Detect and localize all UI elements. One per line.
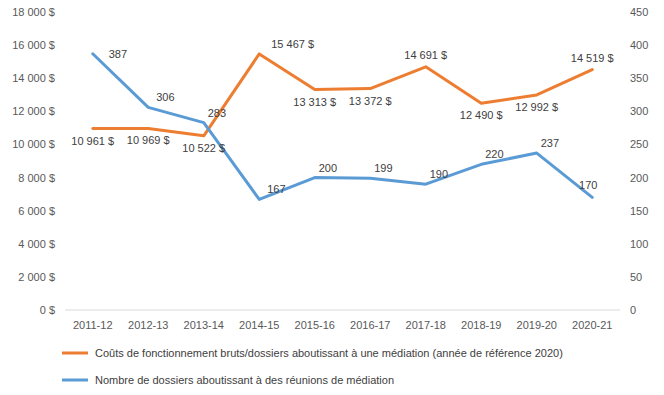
y2-tick-label: 0 (630, 304, 636, 316)
chart: 0 $ 2 000 $ 4 000 $ 6 000 $ 8 000 $ 10 000 $ 1… (0, 0, 664, 395)
data-label: 237 (541, 137, 559, 149)
y-tick-label: 10 000 $ (12, 138, 55, 150)
data-label: 14 519 $ (571, 52, 614, 64)
y-tick-label: 8 000 $ (18, 172, 55, 184)
x-tick-label: 2018-19 (461, 319, 501, 331)
y-tick-label: 4 000 $ (18, 238, 55, 250)
x-tick-label: 2016-17 (350, 319, 390, 331)
series-line (93, 54, 593, 136)
data-label: 13 372 $ (349, 95, 392, 107)
y2-tick-label: 450 (630, 6, 648, 18)
y2-tick-label: 250 (630, 138, 648, 150)
data-label: 15 467 $ (271, 38, 314, 50)
data-label: 13 313 $ (293, 96, 336, 108)
data-label: 199 (374, 162, 392, 174)
x-tick-label: 2011-12 (73, 319, 113, 331)
data-label: 387 (109, 48, 127, 60)
x-axis (65, 310, 620, 311)
data-label: 170 (579, 179, 597, 191)
legend-swatch (62, 352, 88, 355)
data-label: 12 992 $ (515, 101, 558, 113)
background (0, 0, 664, 395)
y-tick-label: 12 000 $ (12, 105, 55, 117)
x-tick-label: 2013-14 (184, 319, 224, 331)
y-tick-label: 6 000 $ (18, 205, 55, 217)
x-tick-label: 2012-13 (128, 319, 168, 331)
y2-tick-label: 50 (630, 271, 642, 283)
y2-tick-label: 200 (630, 172, 648, 184)
y-tick-label: 2 000 $ (18, 271, 55, 283)
data-label: 10 522 $ (182, 142, 225, 154)
x-tick-label: 2019-20 (517, 319, 557, 331)
legend-swatch (62, 379, 88, 382)
y2-tick-label: 350 (630, 72, 648, 84)
y2-tick-label: 100 (630, 238, 648, 250)
y-tick-label: 14 000 $ (12, 72, 55, 84)
y2-tick-label: 300 (630, 105, 648, 117)
y-tick-label: 0 $ (40, 304, 55, 316)
x-tick-label: 2014-15 (239, 319, 279, 331)
data-label: 12 490 $ (460, 109, 503, 121)
data-label: 220 (485, 148, 503, 160)
y-tick-label: 18 000 $ (12, 6, 55, 18)
series-line (93, 54, 593, 200)
x-tick-label: 2017-18 (406, 319, 446, 331)
y2-tick-label: 150 (630, 205, 648, 217)
data-label: 10 969 $ (127, 134, 170, 146)
y2-tick-label: 400 (630, 39, 648, 51)
data-label: 283 (208, 107, 226, 119)
x-tick-label: 2020-21 (572, 319, 612, 331)
legend-label: Coûts de fonctionnement bruts/dossiers a… (95, 347, 563, 359)
legend-label: Nombre de dossiers aboutissant à des réu… (95, 374, 394, 386)
data-label: 10 961 $ (71, 135, 114, 147)
data-label: 190 (430, 168, 448, 180)
x-tick-label: 2015-16 (295, 319, 335, 331)
y-tick-label: 16 000 $ (12, 39, 55, 51)
data-label: 306 (156, 91, 174, 103)
plot-area (93, 54, 593, 200)
data-label: 14 691 $ (404, 49, 447, 61)
data-label: 200 (319, 162, 337, 174)
data-label: 167 (267, 183, 285, 195)
